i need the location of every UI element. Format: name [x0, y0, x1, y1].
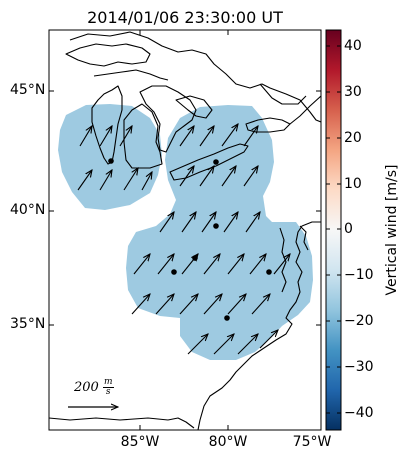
stations [108, 158, 272, 321]
wind-vector [249, 254, 266, 275]
georgian-bay [175, 95, 213, 119]
wind-vector [259, 330, 278, 349]
colorbar-tick-label: −30 [344, 359, 374, 375]
atlantic-coast [197, 221, 321, 430]
scale-unit: m s [102, 377, 114, 397]
wind-vector [237, 334, 258, 355]
wind-vector [155, 294, 174, 315]
colorbar-label: Vertical wind [m/s] [384, 164, 400, 296]
station-marker [266, 269, 272, 275]
chesapeake-bay [279, 227, 287, 293]
station-marker [224, 315, 230, 321]
station-marker [213, 223, 219, 229]
wind-vector [141, 172, 152, 191]
lat-label-40: 40°N [10, 202, 46, 218]
wind-vector [199, 126, 214, 147]
wind-vector [77, 170, 92, 191]
wind-vector [221, 166, 236, 187]
canada-border-north [69, 31, 321, 123]
scale-reference-label: 200 m s [74, 378, 114, 397]
wind-vector [133, 254, 150, 275]
wind-vector [79, 126, 92, 147]
wind-vector [213, 334, 234, 355]
wind-vector [243, 166, 258, 187]
wind-vector [251, 294, 270, 315]
colorbar-tick-label: 0 [344, 221, 353, 237]
wind-vector [221, 124, 238, 147]
wind-vector [99, 170, 112, 191]
wind-vector [227, 294, 246, 315]
wind-vector [157, 254, 174, 275]
colorbar-tick-label: 30 [344, 84, 362, 100]
wind-vector [99, 126, 112, 147]
scale-unit-denominator: s [105, 387, 111, 397]
us-canada-east [259, 83, 307, 105]
wind-vector [245, 212, 260, 233]
lat-label-35: 35°N [10, 316, 46, 332]
scale-unit-numerator: m [102, 377, 114, 388]
station-marker [171, 269, 177, 275]
lake-michigan [91, 85, 123, 165]
florida-panhandle [167, 417, 195, 429]
scale-value: 200 [74, 380, 99, 395]
colorbar-tick-label: 10 [344, 176, 362, 192]
colorbar-ticks [326, 45, 341, 414]
station-marker [108, 158, 114, 164]
wind-vector [181, 212, 196, 233]
lake-erie [169, 143, 249, 181]
lon-label-80: 80°W [208, 434, 248, 450]
wind-vector [223, 212, 238, 233]
delaware-bay [299, 225, 309, 251]
wind-vector [199, 166, 214, 187]
coastlines [49, 31, 321, 430]
colorbar-tick-label: −10 [344, 267, 374, 283]
wind-vector [119, 126, 132, 147]
upper-peninsula [93, 69, 169, 81]
colorbar-tick-label: 20 [344, 130, 362, 146]
wind-vector [243, 126, 258, 147]
wind-vector [179, 126, 194, 147]
colorbar-tick-label: −20 [344, 313, 374, 329]
wind-vector [179, 294, 198, 315]
map-title: 2014/01/06 23:30:00 UT [87, 8, 283, 27]
axis-ticks [49, 30, 321, 430]
michigan-mitten [123, 103, 163, 169]
lake-superior [65, 43, 151, 67]
wind-vector [227, 254, 244, 275]
wind-vector [187, 334, 208, 355]
lake-huron [139, 85, 197, 153]
colorbar-tick-label: −40 [344, 405, 374, 421]
colorbar [325, 29, 342, 431]
wind-vector [123, 168, 138, 191]
wind-vector [273, 254, 290, 275]
map-frame [48, 29, 322, 431]
wind-vector [201, 212, 216, 233]
lon-label-85: 85°W [120, 434, 160, 450]
lat-label-45: 45°N [10, 82, 46, 98]
colorbar-tick-label: 40 [344, 38, 362, 54]
wind-vector [159, 212, 174, 233]
wind-vector [179, 166, 194, 187]
st-lawrence [289, 95, 321, 125]
station-marker [192, 255, 198, 261]
field-region-west [58, 104, 162, 210]
wind-vector [131, 294, 150, 315]
gulf-coast [49, 417, 169, 421]
station-marker [213, 159, 219, 165]
wind-vector [203, 254, 220, 275]
wind-vector [203, 294, 222, 315]
lon-label-75: 75°W [292, 434, 332, 450]
